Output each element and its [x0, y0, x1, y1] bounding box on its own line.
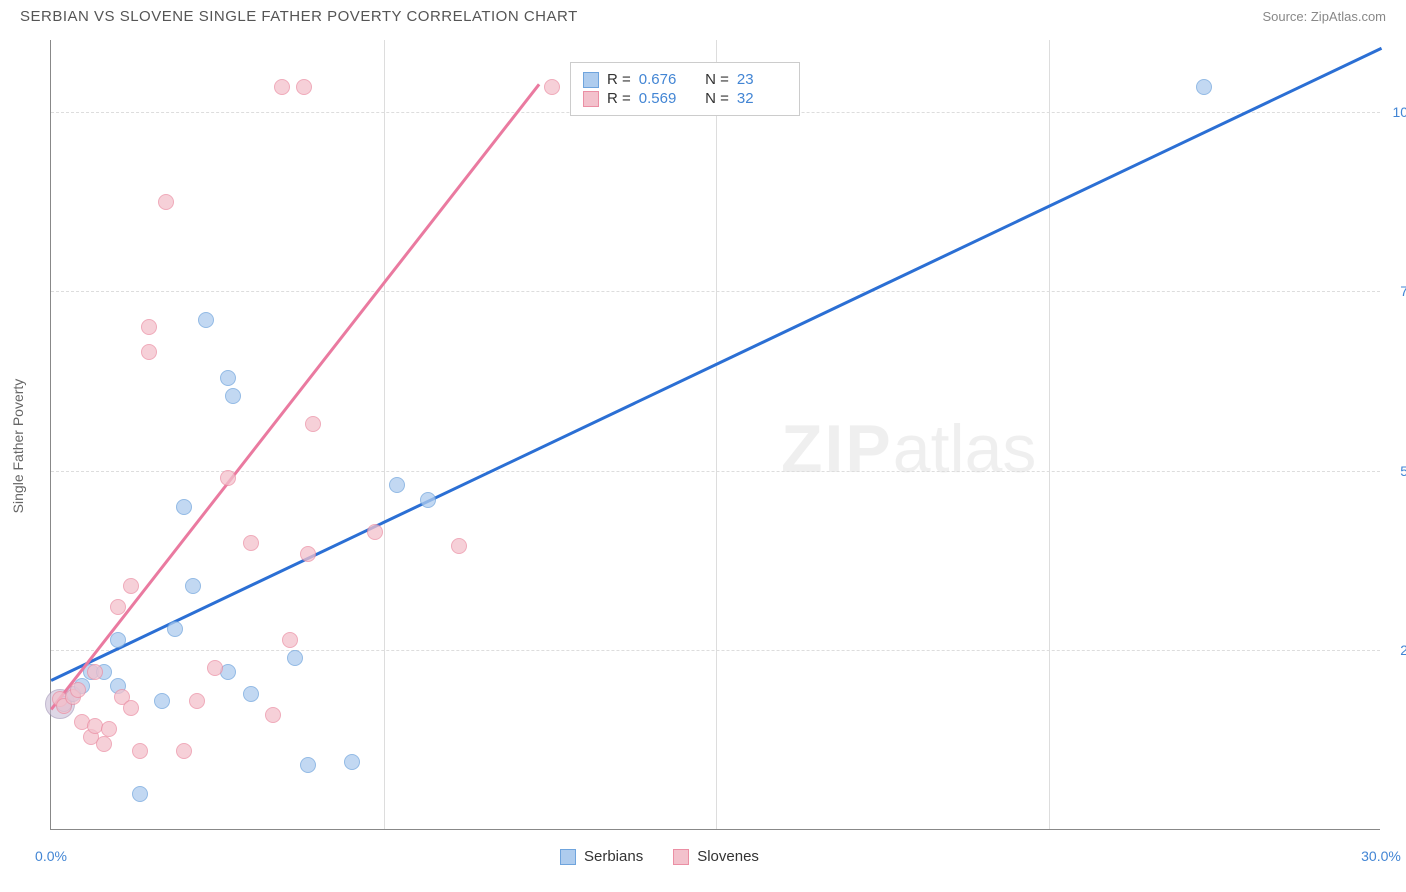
data-point: [300, 546, 316, 562]
y-axis-label: Single Father Poverty: [10, 379, 26, 514]
stats-n-value: 32: [737, 90, 787, 107]
chart-source: Source: ZipAtlas.com: [1262, 9, 1386, 24]
legend-item: Slovenes: [673, 848, 759, 865]
legend: Serbians Slovenes: [560, 848, 759, 865]
legend-swatch: [583, 72, 599, 88]
trend-line: [50, 84, 540, 710]
data-point: [176, 743, 192, 759]
data-point: [189, 693, 205, 709]
data-point: [420, 492, 436, 508]
data-point: [207, 660, 223, 676]
data-point: [220, 470, 236, 486]
watermark: ZIPatlas: [781, 410, 1036, 488]
data-point: [198, 312, 214, 328]
data-point: [96, 736, 112, 752]
correlation-stats-box: R = 0.676 N = 23R = 0.569 N = 32: [570, 62, 800, 116]
chart-header: SERBIAN VS SLOVENE SINGLE FATHER POVERTY…: [0, 0, 1406, 29]
data-point: [1196, 79, 1212, 95]
watermark-rest: atlas: [893, 411, 1037, 487]
gridline-vertical: [384, 40, 385, 829]
legend-swatch: [673, 849, 689, 865]
data-point: [167, 621, 183, 637]
data-point: [141, 344, 157, 360]
data-point: [141, 319, 157, 335]
legend-label: Serbians: [584, 848, 643, 865]
data-point: [225, 388, 241, 404]
data-point: [243, 535, 259, 551]
data-point: [344, 754, 360, 770]
data-point: [282, 632, 298, 648]
legend-label: Slovenes: [697, 848, 759, 865]
legend-swatch: [583, 91, 599, 107]
x-tick-label: 0.0%: [35, 848, 67, 864]
data-point: [451, 538, 467, 554]
data-point: [123, 700, 139, 716]
y-tick-label: 100.0%: [1393, 104, 1406, 120]
data-point: [110, 599, 126, 615]
data-point: [220, 370, 236, 386]
data-point: [367, 524, 383, 540]
data-point: [243, 686, 259, 702]
stats-r-value: 0.569: [639, 90, 689, 107]
gridline-vertical: [716, 40, 717, 829]
stats-row: R = 0.676 N = 23: [583, 71, 787, 88]
watermark-bold: ZIP: [781, 411, 893, 487]
y-tick-label: 75.0%: [1400, 283, 1406, 299]
data-point: [389, 477, 405, 493]
stats-r-label: R =: [607, 71, 631, 88]
stats-row: R = 0.569 N = 32: [583, 90, 787, 107]
data-point: [274, 79, 290, 95]
data-point: [132, 786, 148, 802]
stats-n-label: N =: [697, 90, 729, 107]
data-point: [296, 79, 312, 95]
data-point: [70, 682, 86, 698]
data-point: [132, 743, 148, 759]
chart-plot-area: ZIPatlas 25.0%50.0%75.0%100.0%0.0%30.0%: [50, 40, 1380, 830]
data-point: [158, 194, 174, 210]
stats-r-label: R =: [607, 90, 631, 107]
data-point: [154, 693, 170, 709]
data-point: [101, 721, 117, 737]
gridline-vertical: [1049, 40, 1050, 829]
data-point: [123, 578, 139, 594]
y-tick-label: 25.0%: [1400, 642, 1406, 658]
data-point: [265, 707, 281, 723]
data-point: [176, 499, 192, 515]
stats-n-value: 23: [737, 71, 787, 88]
data-point: [87, 664, 103, 680]
data-point: [185, 578, 201, 594]
y-tick-label: 50.0%: [1400, 463, 1406, 479]
data-point: [544, 79, 560, 95]
x-tick-label: 30.0%: [1361, 848, 1401, 864]
stats-n-label: N =: [697, 71, 729, 88]
data-point: [305, 416, 321, 432]
stats-r-value: 0.676: [639, 71, 689, 88]
data-point: [300, 757, 316, 773]
legend-item: Serbians: [560, 848, 643, 865]
chart-title: SERBIAN VS SLOVENE SINGLE FATHER POVERTY…: [20, 8, 578, 25]
data-point: [287, 650, 303, 666]
data-point: [110, 632, 126, 648]
legend-swatch: [560, 849, 576, 865]
